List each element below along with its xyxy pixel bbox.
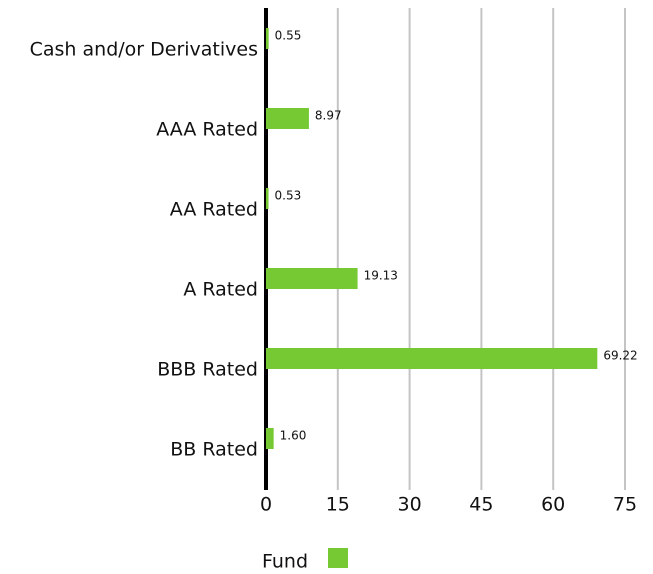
category-label: A Rated xyxy=(183,279,258,301)
legend-swatch xyxy=(328,548,348,568)
category-label: BB Rated xyxy=(170,439,258,461)
bar xyxy=(266,268,358,289)
value-label: 19.13 xyxy=(364,269,398,283)
value-label: 0.53 xyxy=(275,189,302,203)
value-label: 0.55 xyxy=(275,29,302,43)
bar xyxy=(266,108,309,129)
legend-label: Fund xyxy=(262,551,308,573)
category-label: Cash and/or Derivatives xyxy=(30,39,258,61)
bar xyxy=(266,188,269,209)
x-tick-label: 30 xyxy=(398,494,422,516)
bar xyxy=(266,28,269,49)
x-tick-label: 45 xyxy=(469,494,493,516)
bar xyxy=(266,428,274,449)
bar xyxy=(266,348,598,369)
value-label: 69.22 xyxy=(603,349,637,363)
category-label: AAA Rated xyxy=(156,119,258,141)
x-tick-label: 75 xyxy=(613,494,637,516)
category-label: AA Rated xyxy=(170,199,258,221)
value-label: 1.60 xyxy=(280,429,307,443)
value-label: 8.97 xyxy=(315,109,342,123)
category-label: BBB Rated xyxy=(157,359,258,381)
x-tick-label: 15 xyxy=(326,494,350,516)
x-tick-label: 60 xyxy=(541,494,565,516)
x-tick-label: 0 xyxy=(260,494,272,516)
